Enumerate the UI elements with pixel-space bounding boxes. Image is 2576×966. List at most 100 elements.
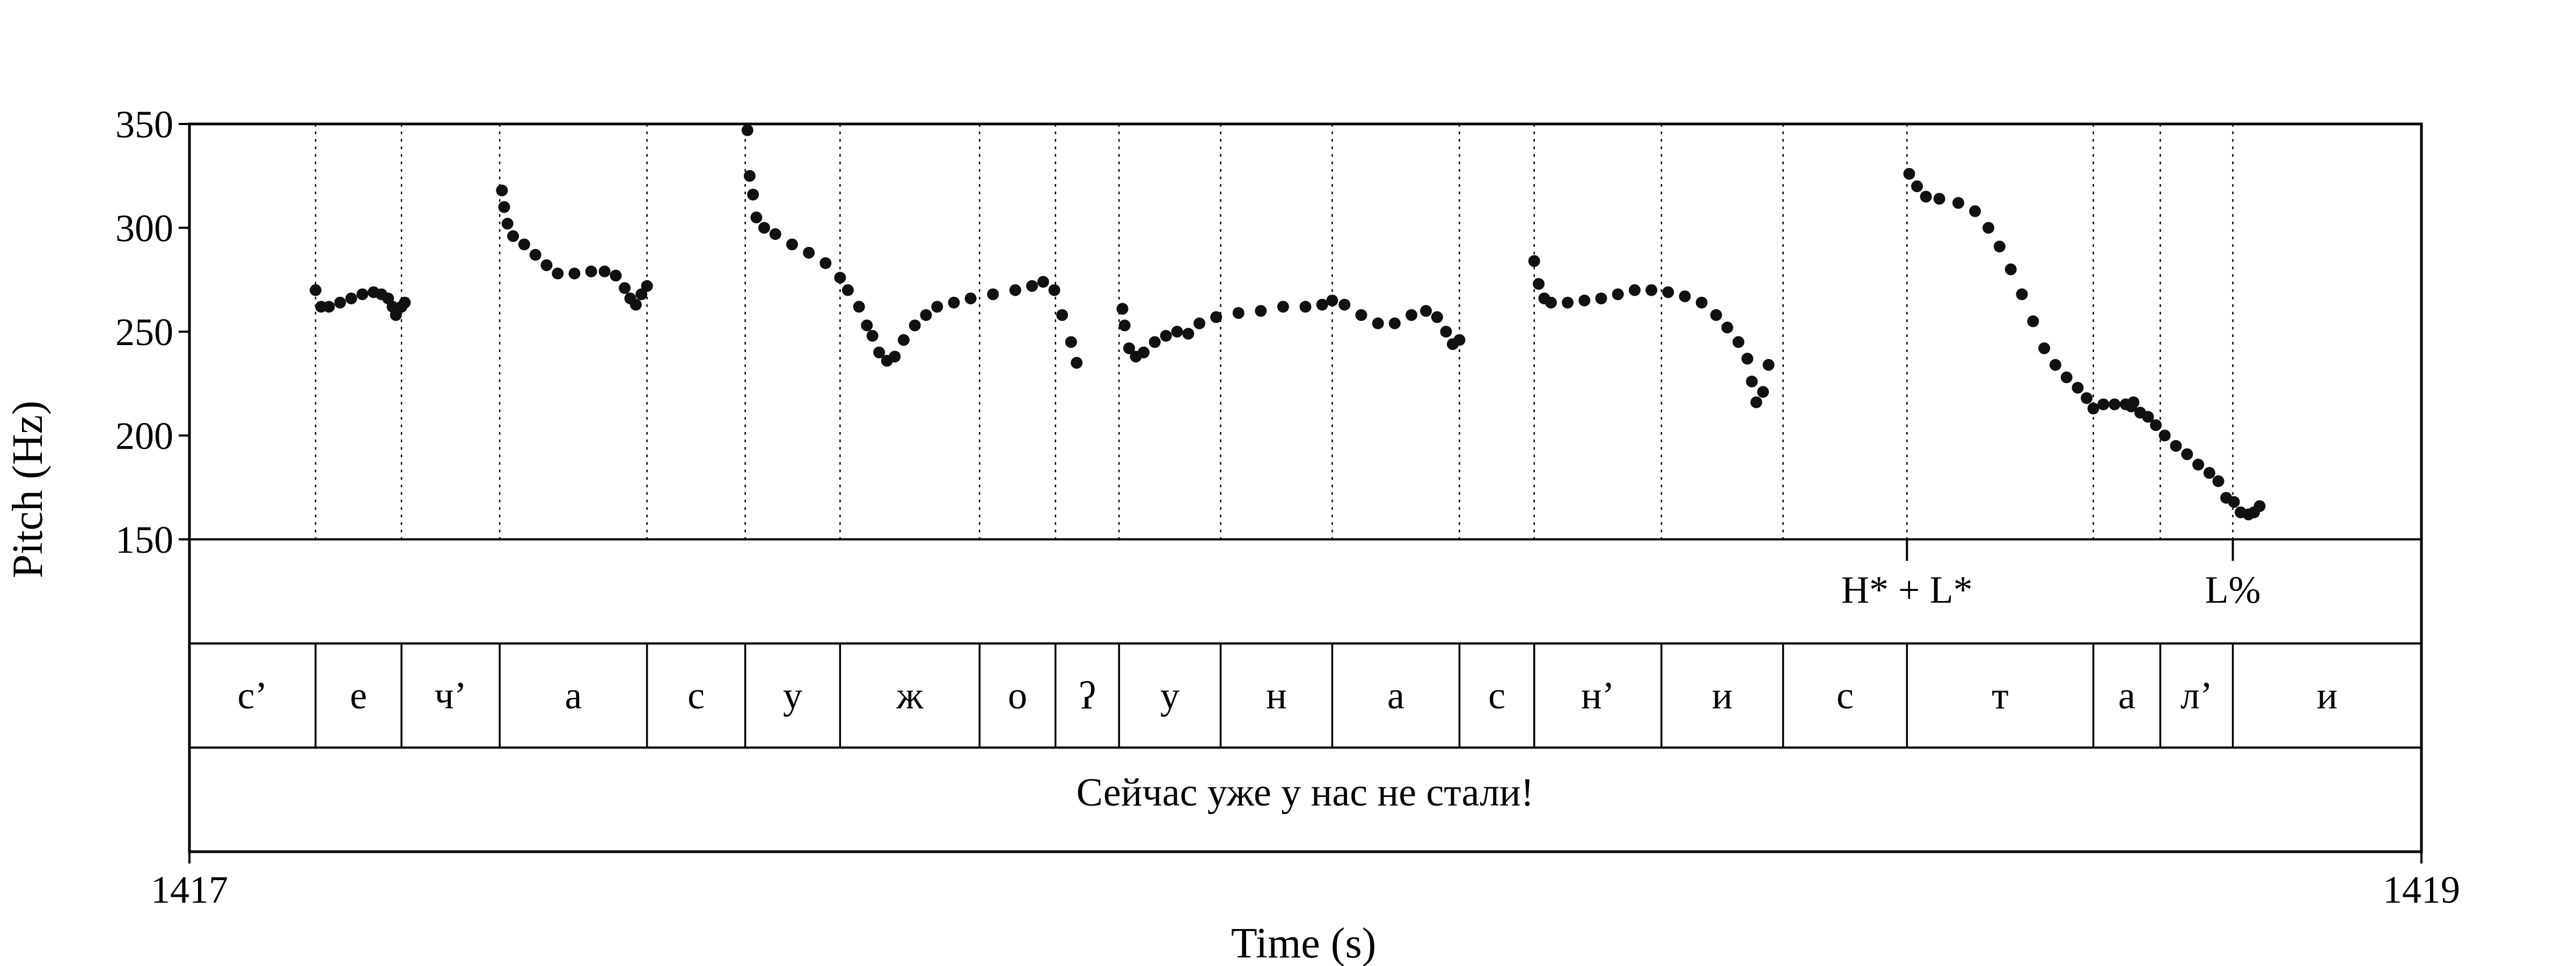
pitch-point-5-24 [2158, 429, 2171, 442]
pitch-point-2-28 [1056, 309, 1069, 321]
pitch-point-4-7 [1612, 288, 1624, 301]
pitch-point-1-9 [585, 265, 597, 277]
pitch-point-5-3 [1933, 193, 1945, 205]
pitch-point-5-25 [2170, 440, 2182, 452]
y-tick-label-300: 300 [115, 207, 173, 250]
x-tick-label-1417: 1417 [151, 868, 228, 911]
pitch-point-0-2 [323, 301, 335, 313]
pitch-point-4-9 [1645, 284, 1658, 296]
segment-label-15: с [1836, 674, 1854, 717]
pitch-point-4-17 [1746, 375, 1758, 387]
axis-ticks: 150 200 250 300 350 1417 1419 [115, 103, 2460, 911]
pitch-point-1-12 [619, 282, 631, 294]
pitch-point-4-6 [1595, 292, 1607, 305]
pitch-point-5-6 [1982, 222, 1995, 234]
pitch-point-1-16 [641, 280, 653, 292]
pitch-point-4-20 [1762, 358, 1775, 371]
pitch-point-3-12 [1255, 305, 1267, 317]
pitch-point-1-11 [610, 269, 622, 282]
pitch-point-5-1 [1911, 180, 1923, 193]
pitch-point-1-1 [498, 201, 510, 213]
pitch-point-3-26 [1453, 334, 1466, 346]
pitch-point-1-10 [598, 265, 611, 277]
pitch-point-1-5 [529, 248, 541, 261]
pitch-point-5-17 [2097, 398, 2110, 411]
pitch-point-5-28 [2203, 467, 2215, 479]
pitch-point-2-1 [743, 170, 756, 182]
pitch-point-5-0 [1903, 167, 1915, 180]
pitch-point-1-14 [630, 298, 642, 311]
segment-label-1: е [350, 674, 367, 717]
y-tick-label-200: 200 [115, 415, 173, 458]
pitch-point-2-22 [964, 292, 977, 305]
pitch-point-5-36 [2127, 396, 2140, 408]
pitch-point-2-25 [1026, 280, 1038, 292]
pitch-point-1-6 [540, 259, 553, 272]
pitch-point-4-11 [1679, 290, 1691, 303]
pitch-point-1-2 [501, 217, 514, 230]
pitch-point-3-9 [1193, 317, 1205, 330]
pitch-point-0-3 [334, 296, 346, 309]
pitch-point-3-21 [1406, 309, 1418, 321]
pitch-point-1-4 [518, 238, 530, 251]
pitch-point-2-20 [931, 301, 943, 313]
segment-label-6: ж [896, 674, 924, 717]
pitch-point-5-23 [2150, 419, 2162, 431]
segment-label-19: и [2317, 674, 2338, 717]
segment-label-9: у [1160, 674, 1180, 717]
pitch-point-2-29 [1065, 336, 1077, 348]
pitch-point-5-2 [1920, 191, 1932, 203]
segment-boundaries [314, 124, 2234, 748]
pitch-point-2-26 [1037, 276, 1049, 288]
pitch-point-5-35 [2253, 500, 2266, 513]
pitch-point-4-5 [1578, 294, 1591, 306]
pitch-point-1-8 [568, 267, 581, 280]
tone-label-1: L% [2205, 568, 2261, 611]
pitch-point-3-19 [1372, 317, 1384, 330]
pitch-point-5-13 [2060, 371, 2073, 384]
pitch-point-0-0 [309, 284, 321, 296]
segment-label-14: и [1712, 674, 1733, 717]
pitch-point-4-0 [1528, 255, 1540, 267]
tone-label-0: H* + L* [1841, 568, 1973, 611]
pitch-point-2-8 [819, 257, 832, 269]
y-tick-label-150: 150 [115, 518, 173, 561]
pitch-point-5-4 [1952, 197, 1965, 209]
pitch-point-1-0 [496, 184, 508, 196]
segment-label-0: с’ [238, 674, 268, 717]
segment-label-8: ʔ [1079, 674, 1096, 717]
y-tick-label-250: 250 [115, 311, 173, 354]
pitch-point-5-12 [2049, 358, 2061, 371]
pitch-point-3-4 [1137, 346, 1150, 358]
pitch-point-5-31 [2228, 496, 2240, 508]
pitch-point-2-16 [889, 350, 901, 363]
segment-label-7: о [1008, 674, 1027, 717]
pitch-point-4-10 [1662, 286, 1674, 298]
pitch-point-3-17 [1338, 298, 1351, 311]
pitch-point-0-4 [345, 292, 357, 305]
pitch-point-2-7 [803, 246, 815, 259]
pitch-point-3-16 [1326, 294, 1338, 306]
pitch-point-2-9 [834, 272, 846, 284]
pitch-point-5-10 [2027, 315, 2039, 327]
pitch-point-5-5 [1969, 205, 1981, 217]
pitch-point-3-2 [1123, 342, 1135, 354]
pitch-points [309, 124, 2266, 521]
pitch-point-3-22 [1420, 305, 1432, 317]
segment-label-11: а [1387, 674, 1404, 717]
plot-border [188, 122, 2423, 853]
pitch-point-5-27 [2192, 458, 2205, 471]
pitch-point-2-21 [948, 296, 960, 309]
segment-label-18: л’ [2180, 674, 2213, 717]
pitch-point-2-30 [1071, 357, 1083, 369]
pitch-point-3-7 [1171, 326, 1183, 338]
pitch-point-2-24 [1009, 284, 1021, 296]
pitch-point-5-9 [2016, 288, 2028, 301]
pitch-point-2-17 [897, 334, 910, 346]
segment-label-16: т [1992, 674, 2008, 717]
pitch-point-2-10 [841, 284, 854, 296]
pitch-point-2-5 [769, 228, 781, 240]
pitch-point-3-18 [1355, 309, 1367, 321]
pitch-point-4-16 [1741, 353, 1753, 365]
pitch-point-5-26 [2181, 448, 2193, 460]
